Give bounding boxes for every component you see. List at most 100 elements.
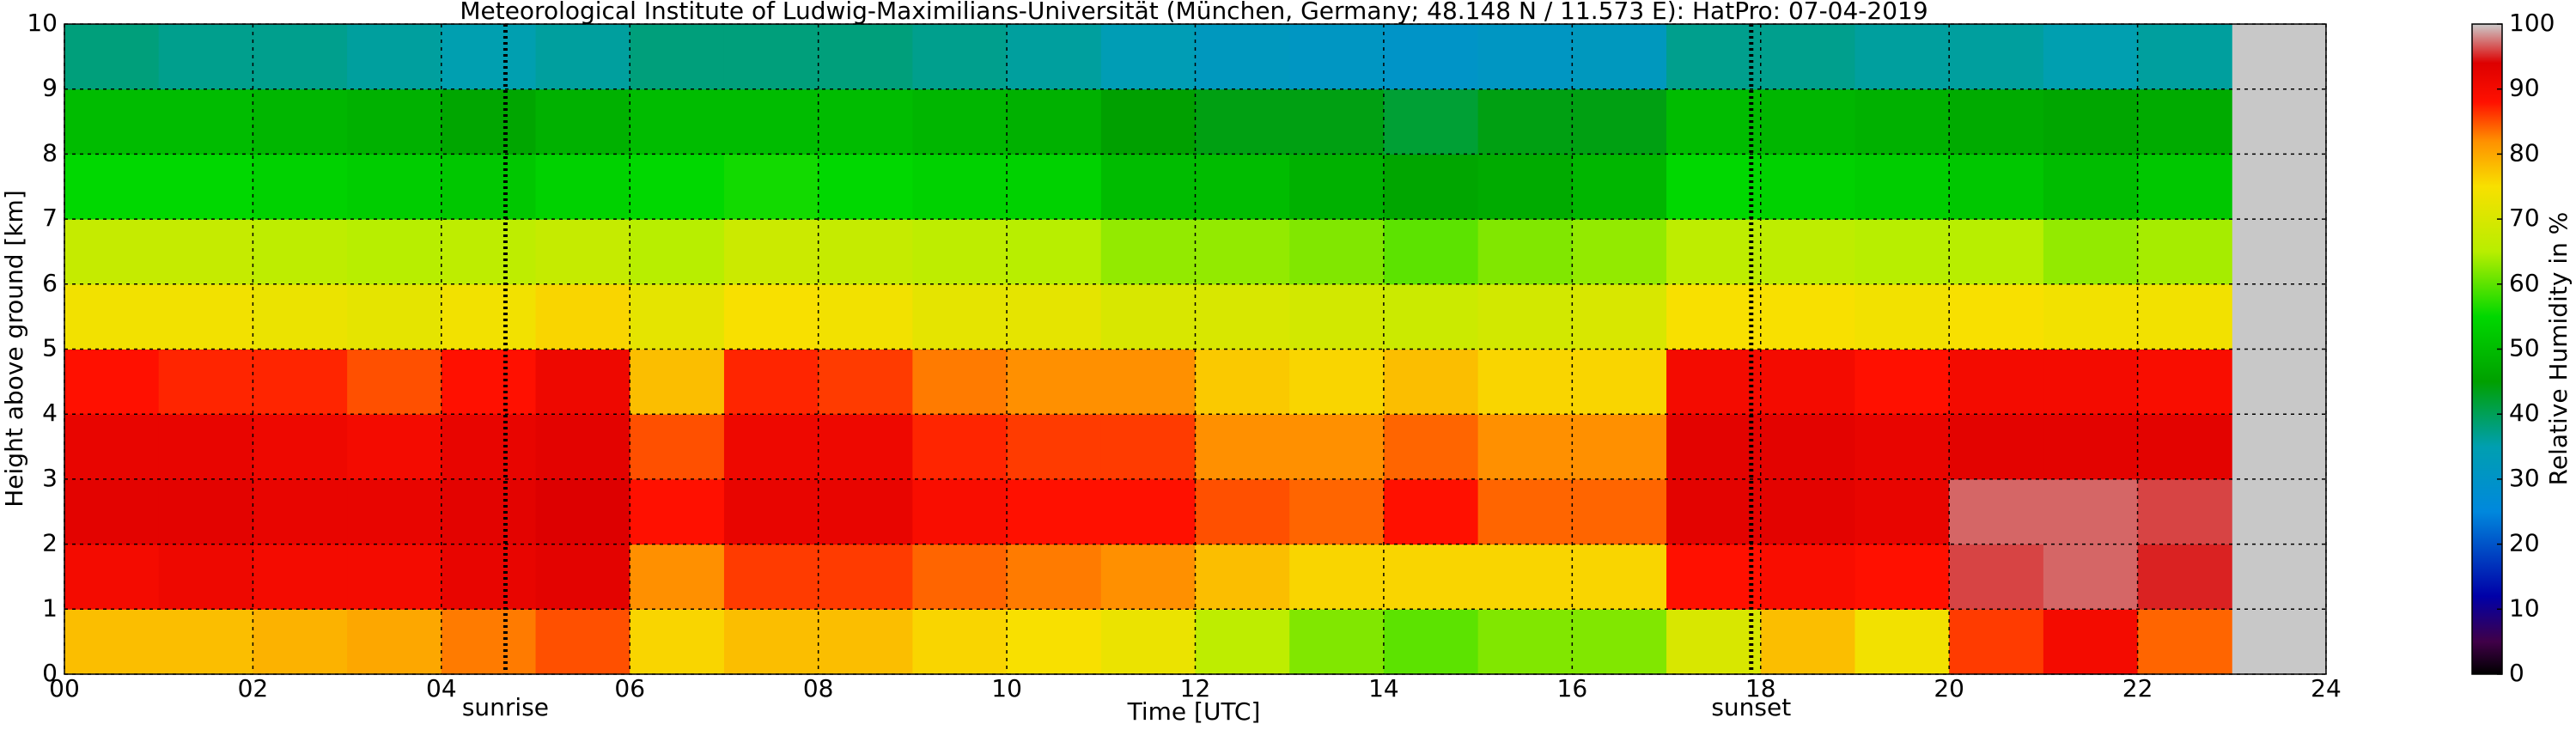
heatmap-cell bbox=[912, 349, 1008, 415]
heatmap-cell bbox=[1666, 88, 1762, 155]
heatmap-cell bbox=[347, 349, 442, 415]
heatmap-cell bbox=[2043, 88, 2139, 155]
y-tick-label: 6 bbox=[42, 269, 58, 297]
colorbar-tick-label: 50 bbox=[2509, 334, 2540, 362]
heatmap-cell bbox=[1195, 154, 1290, 220]
heatmap-cell bbox=[2137, 609, 2232, 675]
heatmap-cell bbox=[912, 88, 1008, 155]
heatmap-cell bbox=[912, 219, 1008, 285]
heatmap-cell bbox=[1100, 283, 1196, 350]
heatmap-cell bbox=[253, 24, 348, 90]
heatmap-cell bbox=[441, 414, 537, 480]
heatmap-cell bbox=[1572, 609, 1667, 675]
heatmap-cell bbox=[1854, 544, 1950, 610]
heatmap-cell bbox=[253, 544, 348, 610]
heatmap-cell bbox=[1007, 154, 1102, 220]
heatmap-cell bbox=[723, 283, 819, 350]
heatmap-cell bbox=[1949, 154, 2044, 220]
heatmap-cell bbox=[1100, 414, 1196, 480]
heatmap-cell bbox=[1007, 349, 1102, 415]
heatmap-cell bbox=[1854, 88, 1950, 155]
heatmap-cell bbox=[535, 24, 630, 90]
heatmap-cell bbox=[64, 283, 160, 350]
heatmap-cell bbox=[64, 544, 160, 610]
heatmap-cell bbox=[2043, 349, 2139, 415]
heatmap-cell bbox=[2137, 414, 2232, 480]
heatmap-cell bbox=[1477, 544, 1573, 610]
heatmap-cell bbox=[2043, 154, 2139, 220]
heatmap-cell bbox=[347, 24, 442, 90]
heatmap-cell bbox=[1666, 283, 1762, 350]
heatmap-cell bbox=[158, 414, 253, 480]
heatmap-cell bbox=[158, 478, 253, 545]
heatmap-cell bbox=[347, 414, 442, 480]
heatmap-cell bbox=[1572, 24, 1667, 90]
heatmap-cell bbox=[1666, 349, 1762, 415]
plot-frame bbox=[64, 23, 2327, 675]
x-tick-label: 20 bbox=[1934, 674, 1964, 703]
heatmap-cell bbox=[1383, 154, 1479, 220]
heatmap-cell bbox=[1195, 544, 1290, 610]
heatmap-cell bbox=[1289, 609, 1385, 675]
heatmap-cell bbox=[1195, 283, 1290, 350]
heatmap-cell bbox=[1289, 154, 1385, 220]
heatmap-cell bbox=[158, 349, 253, 415]
heatmap-cell bbox=[64, 414, 160, 480]
heatmap-cell bbox=[1854, 349, 1950, 415]
heatmap-cell bbox=[630, 283, 725, 350]
heatmap-cell bbox=[1007, 609, 1102, 675]
heatmap-cell bbox=[1383, 478, 1479, 545]
heatmap-cell bbox=[723, 219, 819, 285]
heatmap-cell bbox=[818, 414, 913, 480]
heatmap-cell bbox=[723, 414, 819, 480]
colorbar-tick-label: 90 bbox=[2509, 74, 2540, 102]
x-tick-label: 12 bbox=[1180, 674, 1211, 703]
heatmap-cell bbox=[1760, 478, 1855, 545]
heatmap-cell bbox=[1760, 154, 1855, 220]
heatmap-cell bbox=[723, 154, 819, 220]
y-tick-label: 1 bbox=[42, 593, 58, 622]
heatmap-cell bbox=[347, 478, 442, 545]
heatmap-cell bbox=[253, 154, 348, 220]
heatmap-cell bbox=[2043, 414, 2139, 480]
colorbar-tick-label: 20 bbox=[2509, 529, 2540, 557]
heatmap-cell bbox=[2137, 349, 2232, 415]
x-tick-label: 08 bbox=[803, 674, 834, 703]
heatmap-cell bbox=[1289, 24, 1385, 90]
heatmap-cell bbox=[1949, 544, 2044, 610]
heatmap-cell bbox=[630, 24, 725, 90]
heatmap-cell bbox=[1289, 283, 1385, 350]
heatmap-cell bbox=[1760, 609, 1855, 675]
heatmap-cell bbox=[1100, 24, 1196, 90]
heatmap-cell bbox=[630, 544, 725, 610]
heatmap-cell bbox=[2137, 219, 2232, 285]
heatmap-cell bbox=[158, 88, 253, 155]
heatmap-cell bbox=[1477, 478, 1573, 545]
heatmap-cell bbox=[441, 24, 537, 90]
heatmap-cell bbox=[1477, 414, 1573, 480]
heatmap-cell bbox=[1289, 349, 1385, 415]
y-tick-label: 5 bbox=[42, 334, 58, 362]
x-tick-label: 00 bbox=[49, 674, 80, 703]
x-axis-label: Time [UTC] bbox=[1127, 697, 1261, 726]
heatmap-cell bbox=[912, 544, 1008, 610]
heatmap-cell bbox=[2043, 544, 2139, 610]
heatmap-cell bbox=[1760, 349, 1855, 415]
heatmap-cell bbox=[1477, 609, 1573, 675]
heatmap-cell bbox=[1854, 219, 1950, 285]
heatmap-cell bbox=[347, 544, 442, 610]
heatmap-cell bbox=[1666, 478, 1762, 545]
heatmap-cell bbox=[158, 24, 253, 90]
heatmap-cell bbox=[535, 283, 630, 350]
heatmap-cell bbox=[1760, 88, 1855, 155]
heatmap-cell bbox=[1572, 414, 1667, 480]
heatmap-cell bbox=[1289, 478, 1385, 545]
heatmap-cell bbox=[1760, 283, 1855, 350]
heatmap-cell bbox=[818, 154, 913, 220]
colorbar-tick-label: 100 bbox=[2509, 9, 2555, 37]
colorbar-tick-label: 60 bbox=[2509, 269, 2540, 297]
heatmap-cell bbox=[1854, 609, 1950, 675]
heatmap-cell bbox=[441, 154, 537, 220]
heatmap-cell bbox=[2043, 609, 2139, 675]
